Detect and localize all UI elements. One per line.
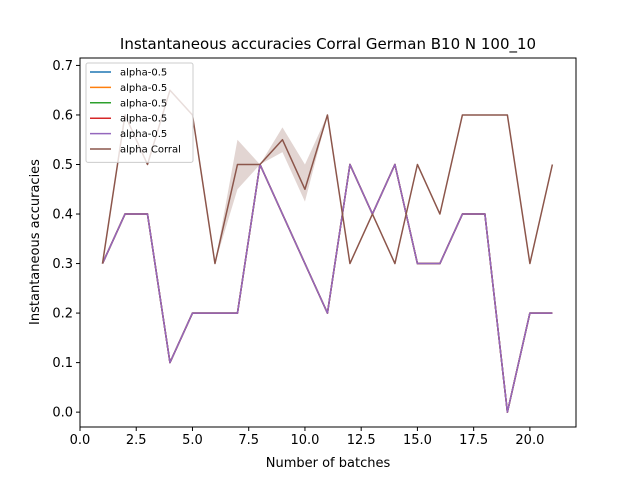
y-tick-label: 0.4 [52, 208, 73, 223]
legend-label: alpha-0.5 [120, 83, 167, 94]
x-tick-label: 0.0 [70, 433, 91, 448]
series-line-3 [101, 163, 553, 413]
legend-label: alpha Corral [120, 145, 181, 156]
y-axis-label: Instantaneous accuracies [28, 159, 43, 325]
y-tick-label: 0.1 [52, 356, 73, 371]
series-line-4 [101, 163, 553, 413]
legend-box [85, 62, 194, 163]
legend-label: alpha-0.5 [120, 68, 167, 79]
y-tick-label: 0.3 [52, 257, 73, 272]
legend: alpha-0.5 alpha-0.5 alpha-0.5 alpha-0.5 alph… [85, 62, 194, 163]
y-tick-label: 0.5 [52, 158, 73, 173]
y-tick-label: 0.0 [52, 406, 73, 421]
plot-frame [79, 57, 577, 428]
y-tick-label: 0.6 [52, 108, 73, 123]
x-tick-label: 7.5 [238, 433, 259, 448]
legend-label: alpha-0.5 [120, 98, 167, 109]
series-line-2 [101, 163, 553, 413]
x-tick-label: 20.0 [515, 433, 544, 448]
y-tick-label: 0.7 [52, 59, 73, 74]
x-tick-label: 10.0 [290, 433, 319, 448]
legend-label: alpha-0.5 [120, 114, 167, 125]
series-line-0 [101, 163, 553, 413]
x-tick-label: 2.5 [126, 433, 147, 448]
x-tick-label: 17.5 [459, 433, 488, 448]
x-tick-label: 15.0 [403, 433, 432, 448]
x-tick-label: 5.0 [182, 433, 203, 448]
axes: 0.0 2.5 5.0 7.5 10.0 12.5 15.0 17.5 20.0 0.0 0.1 0.… [52, 59, 544, 448]
chart-title: Instantaneous accuracies Corral German B… [120, 35, 536, 54]
legend-label: alpha-0.5 [120, 129, 167, 140]
y-tick-label: 0.2 [52, 307, 73, 322]
x-axis-label: Number of batches [266, 456, 391, 471]
x-tick-label: 12.5 [347, 433, 376, 448]
series-line-1 [101, 163, 553, 413]
